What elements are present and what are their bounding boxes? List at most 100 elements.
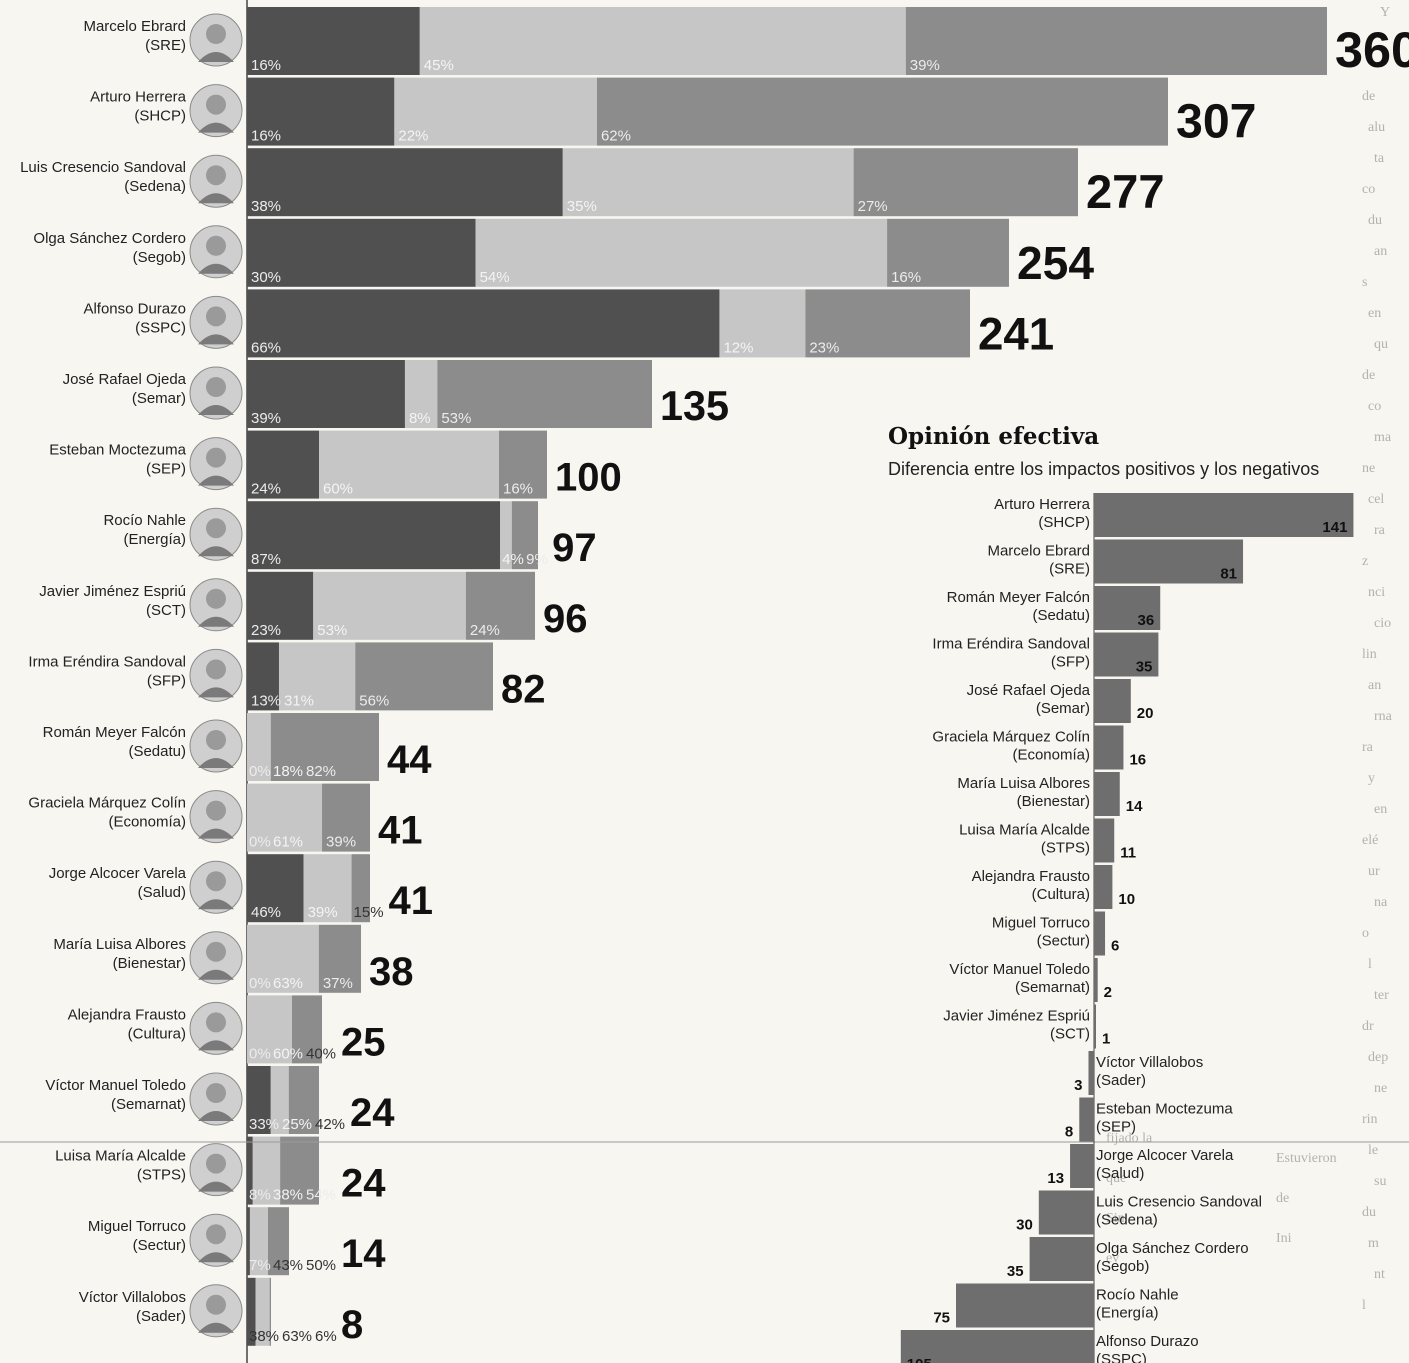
portrait-head bbox=[206, 1083, 226, 1103]
person-name: Esteban Moctezuma bbox=[49, 442, 186, 459]
percent-label: 25% bbox=[282, 1116, 312, 1133]
portrait-shoulders bbox=[198, 122, 234, 133]
opinion-bar bbox=[1094, 725, 1124, 770]
department-label: (STPS) bbox=[137, 1167, 186, 1184]
edge-text: Y bbox=[1380, 5, 1390, 20]
opinion-dept: (STPS) bbox=[1041, 840, 1090, 857]
bar-segment bbox=[247, 360, 405, 428]
portrait-shoulders bbox=[198, 687, 234, 698]
bar-segment bbox=[404, 360, 438, 428]
opinion-subtitle: Diferencia entre los impactos positivos … bbox=[888, 459, 1319, 479]
edge-text: que bbox=[1106, 1171, 1126, 1186]
edge-text: de bbox=[1276, 1191, 1289, 1206]
percent-label: 60% bbox=[323, 481, 353, 498]
department-label: (SSPC) bbox=[135, 319, 186, 336]
opinion-value: 81 bbox=[1220, 566, 1237, 583]
edge-text: alu bbox=[1368, 120, 1385, 135]
portrait-head bbox=[206, 377, 226, 397]
opinion-dept: (SHCP) bbox=[1038, 514, 1090, 531]
opinion-value: 3 bbox=[1074, 1077, 1082, 1094]
bar-segment bbox=[269, 1277, 271, 1346]
opinion-name: Jorge Alcocer Varela bbox=[1096, 1147, 1234, 1164]
opinion-value: 105 bbox=[907, 1356, 932, 1363]
portrait-shoulders bbox=[198, 1252, 234, 1263]
percent-label: 12% bbox=[723, 339, 753, 356]
portrait-head bbox=[206, 800, 226, 821]
edge-text: du bbox=[1368, 213, 1382, 228]
portrait-shoulders bbox=[198, 193, 234, 204]
portrait-head bbox=[206, 730, 226, 750]
opinion-bar bbox=[900, 1330, 1094, 1363]
total-label: 360 bbox=[1335, 21, 1409, 78]
percent-label: 22% bbox=[398, 128, 428, 145]
edge-text: cio bbox=[1374, 616, 1391, 631]
opinion-dept: (Sedena) bbox=[1096, 1212, 1158, 1229]
bar-segment bbox=[270, 713, 379, 781]
opinion-dept: (Sader) bbox=[1096, 1072, 1146, 1089]
department-label: (SHCP) bbox=[134, 108, 186, 125]
percent-label: 24% bbox=[251, 481, 281, 498]
opinion-bar bbox=[1038, 1190, 1094, 1235]
percent-label: 37% bbox=[323, 975, 353, 992]
opinion-bar bbox=[1094, 818, 1115, 863]
bar-segment bbox=[252, 1136, 281, 1205]
percent-label: 16% bbox=[891, 269, 921, 286]
percent-label: 8% bbox=[409, 410, 431, 427]
bar-segment bbox=[511, 501, 538, 570]
edge-text: de bbox=[1362, 368, 1375, 383]
edge-text: co bbox=[1368, 399, 1381, 414]
portrait-shoulders bbox=[198, 616, 234, 627]
total-label: 25 bbox=[341, 1020, 386, 1064]
percent-label: 4% bbox=[502, 551, 524, 568]
percent-label: 18% bbox=[273, 763, 303, 780]
percent-label: 15% bbox=[354, 904, 384, 921]
percent-label: 16% bbox=[251, 128, 281, 145]
opinion-name: Marcelo Ebrard bbox=[987, 543, 1090, 560]
opinion-value: 14 bbox=[1126, 798, 1143, 815]
portrait-shoulders bbox=[198, 758, 234, 768]
portrait-shoulders bbox=[198, 1111, 234, 1121]
percent-label: 0% bbox=[249, 1045, 271, 1062]
bar-segment bbox=[255, 1277, 270, 1346]
total-label: 277 bbox=[1086, 165, 1165, 218]
portrait-head bbox=[206, 659, 226, 680]
bar-segment bbox=[247, 713, 271, 781]
edge-text: dr bbox=[1362, 1019, 1374, 1034]
edge-text: ne bbox=[1362, 461, 1375, 476]
opinion-dept: (Economía) bbox=[1012, 747, 1090, 764]
edge-text: l bbox=[1368, 957, 1372, 972]
person-name: Víctor Manuel Toledo bbox=[45, 1077, 186, 1094]
department-label: (Sader) bbox=[136, 1308, 186, 1325]
total-label: 41 bbox=[378, 809, 423, 853]
bar-segment bbox=[247, 1066, 271, 1134]
opinion-name: Olga Sánchez Cordero bbox=[1096, 1240, 1249, 1257]
bar-segment bbox=[247, 7, 420, 75]
percent-label: 63% bbox=[282, 1328, 312, 1345]
opinion-value: 36 bbox=[1138, 612, 1155, 629]
opinion-value: 35 bbox=[1007, 1263, 1024, 1280]
portrait-shoulders bbox=[198, 546, 234, 557]
portrait-shoulders bbox=[198, 263, 234, 274]
opinion-value: 8 bbox=[1065, 1124, 1073, 1141]
percent-label: 38% bbox=[251, 198, 281, 215]
opinion-dept: (SFP) bbox=[1051, 654, 1090, 671]
bar-segment bbox=[394, 77, 597, 146]
department-label: (Salud) bbox=[138, 884, 186, 901]
bar-segment bbox=[322, 783, 370, 852]
edge-text: de bbox=[1362, 89, 1375, 104]
percent-label: 56% bbox=[359, 692, 389, 709]
percent-label: 23% bbox=[809, 339, 839, 356]
percent-label: 42% bbox=[315, 1116, 345, 1133]
department-label: (Cultura) bbox=[128, 1025, 186, 1042]
person-name: María Luisa Albores bbox=[53, 936, 186, 953]
person-name: Graciela Márquez Colín bbox=[28, 795, 186, 812]
percent-label: 6% bbox=[315, 1328, 337, 1345]
opinion-value: 11 bbox=[1120, 845, 1136, 862]
edge-text: ev bbox=[1106, 1251, 1119, 1266]
opinion-dept: (Segob) bbox=[1096, 1258, 1149, 1275]
bar-segment bbox=[270, 1066, 289, 1134]
opinion-dept: (Energía) bbox=[1096, 1305, 1159, 1322]
opinion-value: 13 bbox=[1047, 1170, 1064, 1187]
